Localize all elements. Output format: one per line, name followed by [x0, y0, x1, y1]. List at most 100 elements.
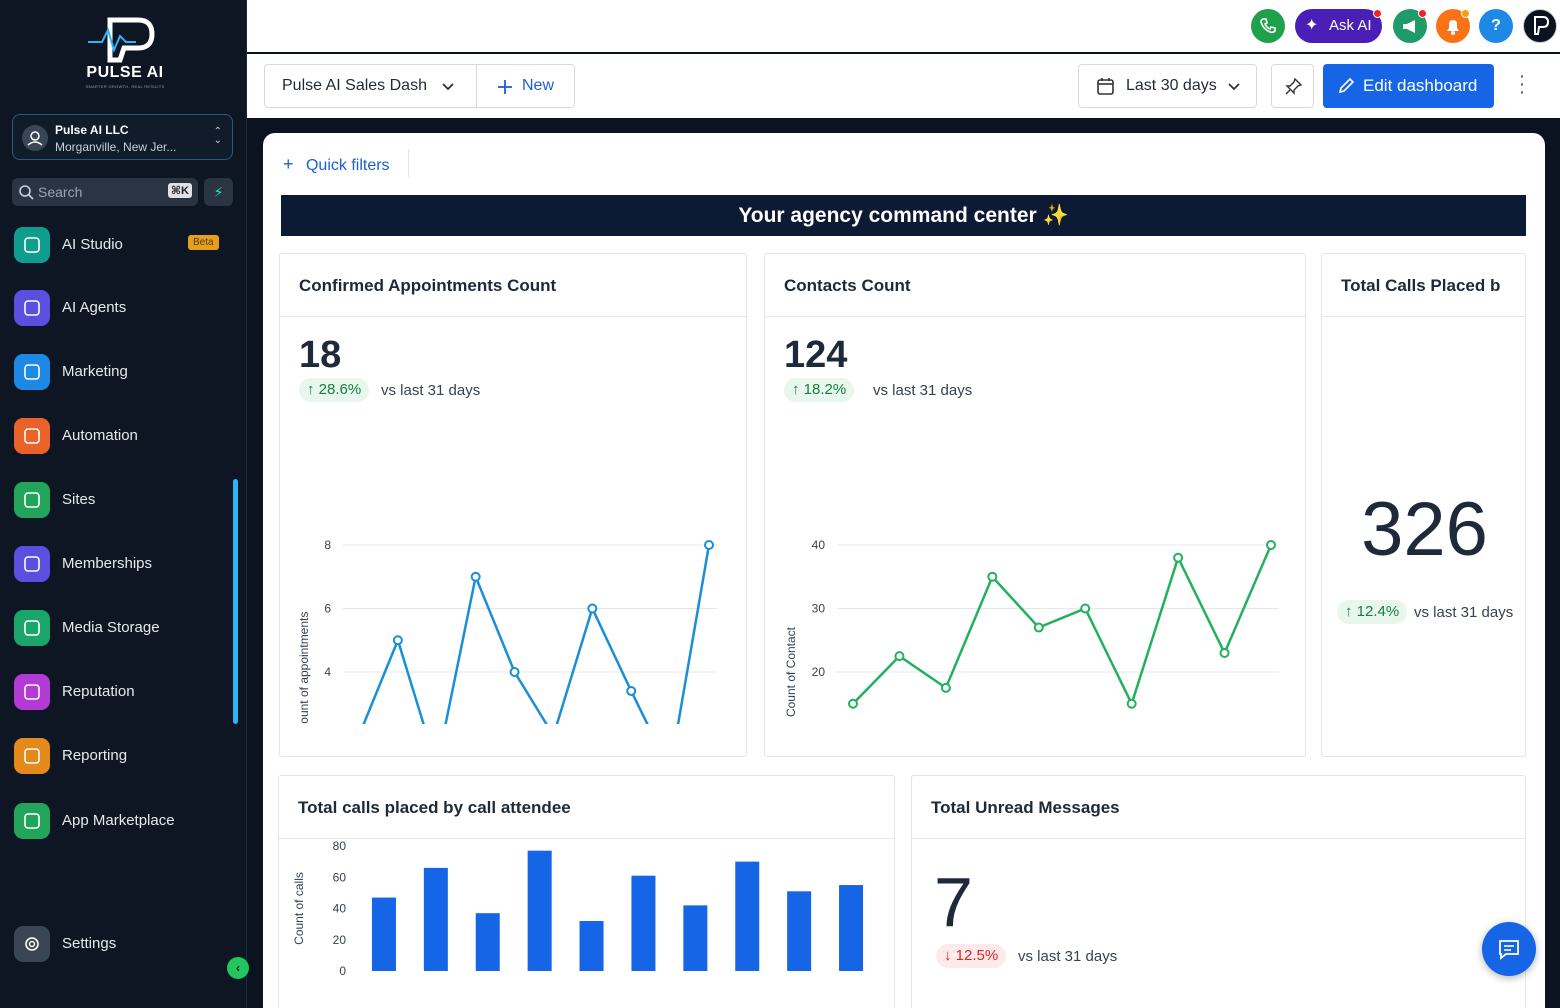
data-point [704, 540, 714, 550]
sidebar-item-settings[interactable]: Settings [14, 924, 236, 964]
new-label: New [522, 77, 555, 94]
sidebar-item-label: Automation [62, 427, 138, 444]
phone-icon[interactable] [1251, 9, 1285, 43]
profile-avatar[interactable] [1523, 9, 1557, 43]
y-tick-label: 8 [324, 538, 331, 552]
y-tick-label: 30 [812, 602, 826, 616]
dashboard-panel: + Quick filters Your agency command cent… [263, 133, 1545, 1008]
account-switcher[interactable]: Pulse AI LLC Morganville, New Jer... ⌃ ⌄ [12, 114, 233, 160]
grid-icon [14, 803, 50, 839]
ai-agents-icon [14, 290, 50, 326]
y-axis-label: Count of appointments [297, 612, 311, 724]
bar [527, 850, 552, 971]
sidebar-item-media-storage[interactable]: Media Storage [14, 608, 236, 648]
sidebar-item-reporting[interactable]: Reporting [14, 736, 236, 776]
date-range-selector[interactable]: Last 30 days [1078, 64, 1257, 108]
sidebar-item-reputation[interactable]: Reputation [14, 672, 236, 712]
sidebar-item-app-marketplace[interactable]: App Marketplace [14, 801, 236, 841]
gear-icon [14, 926, 50, 962]
chat-widget-button[interactable] [1482, 922, 1536, 976]
chevron-down-icon [442, 83, 454, 91]
brand-name: PULSE AI [86, 64, 164, 81]
notification-dot [1373, 9, 1382, 18]
more-options-icon[interactable]: · · · [1518, 65, 1526, 103]
edit-dashboard-button[interactable]: Edit dashboard [1323, 64, 1494, 108]
bar [423, 867, 448, 971]
y-tick-label: 6 [324, 602, 331, 616]
data-point [509, 667, 520, 677]
sidebar-item-marketing[interactable]: Marketing [14, 352, 236, 392]
change-badge: ↑ 12.4% [1337, 600, 1408, 624]
sidebar-item-sites[interactable]: Sites [14, 480, 236, 520]
data-point [1266, 540, 1276, 550]
bar [631, 875, 656, 971]
logo-mark-icon [1534, 16, 1550, 35]
series-line [362, 544, 711, 724]
sidebar-item-label: Reputation [62, 683, 135, 700]
brand-logo[interactable]: PULSE AI SMARTER GROWTH. REAL RESULTS [80, 16, 170, 92]
account-avatar-icon [22, 125, 48, 151]
image-icon [14, 610, 50, 646]
automation-icon [14, 418, 50, 454]
comparison-label: vs last 31 days [381, 382, 481, 399]
search-box[interactable]: Search ⌘K [12, 178, 198, 206]
contacts-card[interactable]: Contacts Count 124 ↑ 18.2% vs last 31 da… [764, 253, 1306, 757]
help-icon[interactable]: ? [1479, 9, 1513, 43]
sidebar-item-label: Media Storage [62, 619, 160, 636]
chevron-down-icon [1228, 83, 1240, 91]
sidebar-item-label: Reporting [62, 747, 128, 764]
award-icon [14, 546, 50, 582]
bar [735, 861, 760, 971]
appointments-line-chart: 0246806 Jul 2611 Jul 2616 Jul 2621 Jul 2… [297, 538, 717, 724]
megaphone-icon[interactable] [1393, 9, 1427, 43]
quick-filters-button[interactable]: + Quick filters [283, 154, 390, 175]
sidebar-item-label: Marketing [62, 363, 128, 380]
card-header: Contacts Count [765, 254, 1305, 317]
pin-button[interactable] [1271, 64, 1314, 108]
sidebar-item-label: AI Agents [62, 299, 127, 316]
card-title: Total Unread Messages [931, 798, 1120, 817]
send-icon [14, 354, 50, 390]
logo-mark-icon [88, 17, 155, 63]
ask-ai-button[interactable]: ✦ Ask AI [1295, 9, 1382, 43]
quick-action-bolt-icon[interactable]: ⚡ [204, 178, 233, 206]
sidebar-item-automation[interactable]: Automation [14, 416, 236, 456]
collapse-sidebar-icon[interactable]: ‹ [227, 957, 249, 979]
y-axis-label: Count of Contact [784, 626, 798, 717]
change-value: 12.4% [1356, 603, 1400, 620]
y-tick-label: 40 [812, 538, 826, 552]
search-shortcut: ⌘K [167, 183, 192, 198]
data-point [1080, 603, 1091, 614]
bell-icon[interactable] [1436, 9, 1470, 43]
sidebar-scrollbar[interactable] [233, 479, 238, 724]
sidebar-item-ai-studio[interactable]: AI Studio Beta [14, 225, 236, 265]
calendar-icon [1097, 78, 1114, 95]
divider [408, 149, 409, 177]
sidebar-item-label: AI Studio [62, 236, 123, 253]
appointments-card[interactable]: Confirmed Appointments Count 18 ↑ 28.6% … [279, 253, 747, 757]
dashboard-selector[interactable]: Pulse AI Sales Dash [264, 64, 477, 108]
series-line [852, 544, 1273, 708]
plus-icon: + [283, 154, 294, 174]
data-point [470, 571, 481, 582]
data-point [1126, 698, 1137, 709]
y-tick-label: 40 [333, 902, 347, 916]
data-point [392, 635, 403, 646]
unread-messages-card[interactable]: Total Unread Messages 7 ↓ 12.5% vs last … [911, 775, 1526, 1008]
new-dashboard-button[interactable]: New [476, 64, 575, 108]
data-point [1173, 552, 1184, 563]
change-badge: ↓ 12.5% [936, 944, 1007, 968]
card-header: Total Calls Placed b [1322, 254, 1525, 317]
calls-by-attendee-card[interactable]: Total calls placed by call attendee 0 20 4… [278, 775, 895, 1008]
sidebar-item-memberships[interactable]: Memberships [14, 544, 236, 584]
comparison-label: vs last 31 days [873, 382, 973, 399]
total-calls-card[interactable]: Total Calls Placed b 326 ↑ 12.4% vs last… [1321, 253, 1526, 757]
data-point [587, 603, 598, 614]
sidebar-item-ai-agents[interactable]: AI Agents [14, 288, 236, 328]
y-tick-label: 20 [812, 665, 826, 679]
ask-ai-label: Ask AI [1329, 17, 1372, 34]
pencil-icon [1338, 77, 1355, 94]
sidebar-item-label: Settings [62, 935, 117, 952]
card-title: Total calls placed by call attendee [298, 798, 571, 817]
comparison-label: vs last 31 days [1018, 948, 1118, 965]
